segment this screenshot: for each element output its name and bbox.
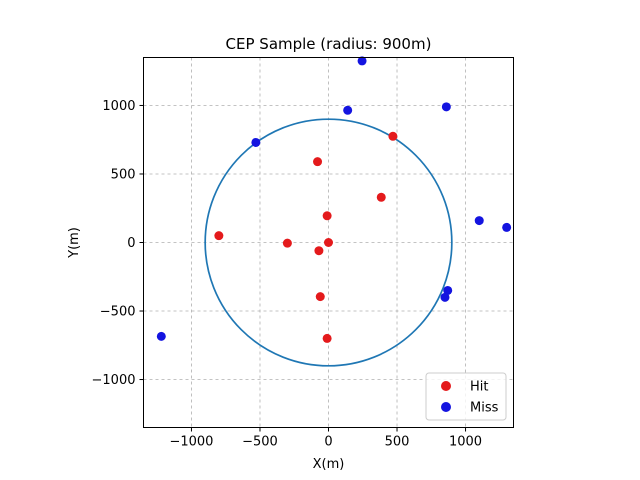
x-tick-label: −500 (242, 435, 278, 450)
hit-point (376, 192, 386, 202)
x-axis-label: X(m) (313, 457, 345, 472)
hit-point (313, 157, 323, 167)
legend-miss-label: Miss (470, 401, 499, 416)
cep-circle (204, 118, 453, 367)
miss-point (156, 331, 166, 341)
hit-point (324, 238, 333, 247)
legend-hit-label: Hit (470, 380, 488, 395)
legend: Hit Miss (425, 372, 507, 421)
y-tick-label: −500 (100, 305, 136, 320)
miss-point (502, 222, 512, 232)
legend-hit-marker (441, 381, 451, 391)
hit-point (322, 333, 332, 343)
hit-point (314, 246, 324, 256)
x-tick-label: 1000 (449, 435, 482, 450)
hit-point (214, 231, 224, 241)
cep-circle-layer (204, 118, 453, 367)
chart-title: CEP Sample (radius: 900m) (226, 35, 432, 53)
x-tick-label: 500 (385, 435, 410, 450)
miss-point (440, 292, 450, 302)
hit-point (388, 131, 398, 141)
miss-point (441, 102, 451, 112)
x-tick-label: 0 (324, 435, 332, 450)
y-axis-label: Y(m) (67, 227, 82, 259)
y-tick-label: 1000 (102, 99, 135, 114)
legend-miss-marker (441, 402, 451, 412)
miss-point (251, 137, 261, 147)
y-tick-label: 0 (127, 236, 135, 251)
miss-point (443, 285, 453, 295)
data-points (156, 56, 512, 343)
hit-point (282, 238, 292, 248)
hit-point (315, 292, 325, 302)
miss-point (357, 56, 367, 66)
y-tick-label: 500 (111, 167, 136, 182)
hit-point (322, 211, 332, 221)
x-tick-label: −1000 (169, 435, 213, 450)
axis-ticks: −1000 −500 0 500 1000 −1000 −500 0 500 1000 (92, 99, 483, 450)
y-tick-label: −1000 (92, 373, 136, 388)
miss-point (474, 216, 484, 226)
miss-point (343, 105, 353, 115)
